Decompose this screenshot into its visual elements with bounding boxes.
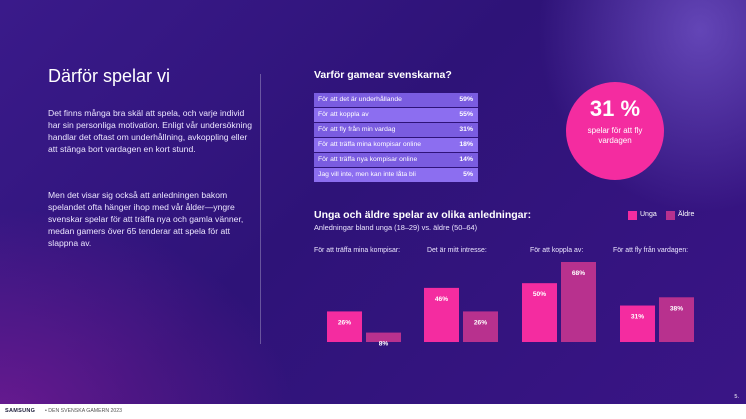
- age-chart-subtitle: Anledningar bland unga (18–29) vs. äldre…: [314, 223, 478, 232]
- row-value: 5%: [463, 171, 473, 179]
- legend-swatch-young: [628, 211, 637, 220]
- footer-subtitle: • DEN SVENSKA GAMERN 2023: [45, 408, 123, 414]
- category-label: Det är mitt intresse:: [427, 247, 487, 254]
- highlight-circle: 31 % spelar för att fly vardagen: [566, 82, 664, 180]
- table-row: Jag vill inte, men kan inte låta bli 5%: [314, 168, 478, 183]
- bar-old: [366, 332, 401, 342]
- bar-value-label: 68%: [572, 270, 585, 277]
- bar-young: [327, 311, 362, 342]
- page-number: 5.: [734, 394, 739, 400]
- footer-brand-logo: SAMSUNG: [5, 408, 36, 414]
- footer-bar: [0, 404, 746, 419]
- row-value: 55%: [459, 111, 473, 119]
- intro-paragraph: Det finns många bra skäl att spela, och …: [48, 108, 252, 154]
- row-value: 31%: [459, 126, 473, 134]
- table-row: För att det är underhållande 59%: [314, 93, 478, 107]
- bar-old: [463, 311, 498, 342]
- category-label: För att träffa mina kompisar:: [314, 247, 401, 254]
- bar-value-label: 50%: [533, 291, 546, 298]
- bar-value-label: 8%: [379, 341, 389, 348]
- table-row: För att koppla av 55%: [314, 108, 478, 122]
- bar-old: [561, 262, 596, 342]
- legend-label-old: Äldre: [678, 211, 695, 218]
- bar-young: [522, 283, 557, 342]
- legend-label-young: Unga: [640, 211, 657, 218]
- bar-value-label: 38%: [670, 305, 683, 312]
- row-value: 59%: [459, 96, 473, 103]
- legend-swatch-old: [666, 211, 675, 220]
- highlight-text: spelar för att fly vardagen: [587, 126, 643, 145]
- age-paragraph: Men det visar sig också att anledningen …: [48, 190, 244, 248]
- row-label: Jag vill inte, men kan inte låta bli: [318, 171, 416, 179]
- bar-value-label: 31%: [631, 314, 644, 321]
- bar-value-label: 46%: [435, 296, 448, 303]
- row-label: För att koppla av: [318, 111, 369, 119]
- row-label: För att träffa nya kompisar online: [318, 156, 418, 164]
- bar-old: [659, 297, 694, 342]
- bar-young: [620, 305, 655, 342]
- bar-young: [424, 287, 459, 342]
- row-value: 14%: [459, 156, 473, 164]
- category-label: För att koppla av:: [530, 247, 584, 254]
- row-value: 18%: [459, 141, 473, 149]
- page-title: Därför spelar vi: [48, 66, 171, 86]
- table-row: För att träffa nya kompisar online 14%: [314, 153, 478, 167]
- bar-value-label: 26%: [338, 319, 351, 326]
- highlight-value: 31 %: [589, 96, 641, 121]
- table-row: För att fly från min vardag 31%: [314, 123, 478, 137]
- bar-value-label: 26%: [474, 319, 487, 326]
- table-row: För att träffa mina kompisar online 18%: [314, 138, 478, 152]
- row-label: För att det är underhållande: [318, 96, 402, 103]
- reasons-table-title: Varför gamear svenskarna?: [314, 69, 452, 81]
- age-chart-title: Unga och äldre spelar av olika anledning…: [314, 209, 532, 221]
- column-divider: [260, 74, 261, 344]
- row-label: För att träffa mina kompisar online: [318, 141, 422, 149]
- category-label: För att fly från vardagen:: [613, 247, 689, 254]
- row-label: För att fly från min vardag: [318, 126, 396, 134]
- reasons-table: För att det är underhållande 59% För att …: [314, 93, 478, 184]
